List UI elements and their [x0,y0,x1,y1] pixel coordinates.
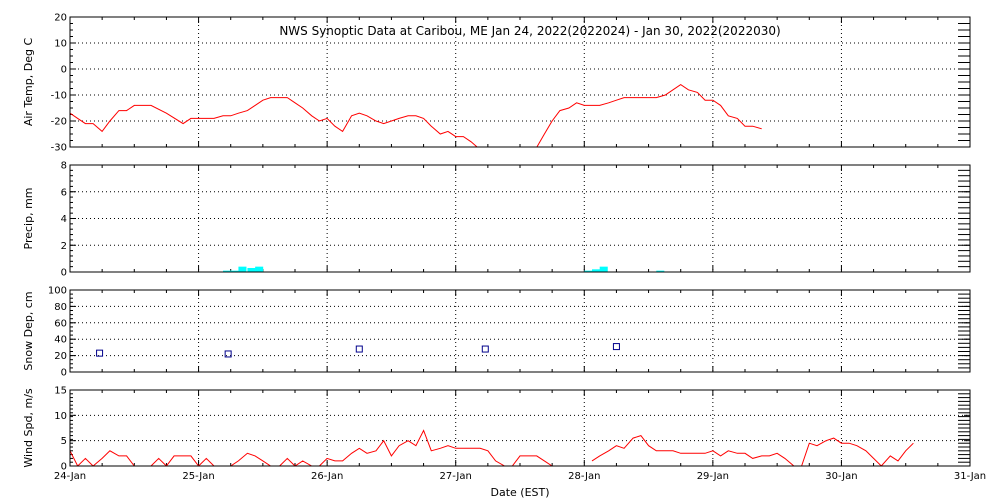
panel-temp: 20 10 0 -10 -20 -30 Air Temp, Deg C [22,13,971,154]
y-tick-label: -30 [51,143,67,154]
panel-wind: 0 5 10 15 Wind Spd, m/s [22,386,971,473]
chart-title: NWS Synoptic Data at Caribou, ME Jan 24,… [279,24,780,38]
precip-bar [247,267,256,272]
y-tick-label: 20 [54,13,67,24]
panel-precip: 0 2 4 6 8 Precip, mm [22,161,971,279]
x-tick-label: 30-Jan [825,471,857,482]
x-axis-label: Date (EST) [490,486,549,499]
snow-point [355,345,363,353]
y-axis-label: Air Temp, Deg C [22,38,35,127]
y-axis-label: Precip, mm [22,188,35,250]
snow-point [481,345,489,353]
snow-point [612,343,620,351]
precip-bar [656,270,665,272]
temp-series-line [70,97,478,147]
snow-point [96,349,104,357]
precip-bar [255,266,264,272]
precip-bar [599,266,608,272]
x-tick-label: 27-Jan [440,471,472,482]
panel-frame [69,389,971,467]
y-tick-label: 15 [54,386,67,397]
y-tick-label: 0 [61,462,67,473]
y-axis-label: Snow Dep, cm [22,291,35,370]
y-tick-label: 0 [61,368,67,379]
precip-bar [223,270,232,272]
precip-bar [592,269,601,272]
precip-bar [238,266,247,272]
x-tick-label: 29-Jan [697,471,729,482]
y-tick-label: 40 [54,335,67,346]
y-tick-label: 100 [48,286,67,297]
y-tick-label: 5 [61,436,67,447]
x-tick-label: 25-Jan [182,471,214,482]
y-tick-label: 4 [61,214,67,225]
y-tick-label: 0 [61,268,67,279]
snow-point [224,350,232,358]
y-tick-label: -10 [51,91,67,102]
precip-bar [584,270,593,272]
wind-series-line [70,429,560,466]
series-group-precip [223,266,665,272]
y-tick-label: 10 [54,411,67,422]
series-group-wind [70,429,914,466]
y-tick-label: 60 [54,318,67,329]
y-tick-label: 0 [61,65,67,76]
x-tick-label: 28-Jan [568,471,600,482]
y-tick-label: 10 [54,39,67,50]
panel-frame [69,16,971,148]
y-tick-label: 2 [61,241,67,252]
x-tick-label: 31-Jan [954,471,986,482]
y-tick-label: 20 [54,351,67,362]
y-tick-label: -20 [51,117,67,128]
panel-frame [69,289,971,373]
series-group-temp [70,83,762,147]
x-tick-label: 24-Jan [54,471,86,482]
temp-series-line [536,83,762,147]
x-tick-label: 26-Jan [311,471,343,482]
y-tick-label: 6 [61,187,67,198]
panel-snow: 0 20 40 60 80 100 Snow Dep, cm [22,286,971,379]
y-tick-label: 8 [61,161,67,172]
precip-bar [230,270,239,272]
y-tick-label: 80 [54,302,67,313]
wind-series-line [591,435,914,466]
panel-frame [69,164,971,273]
y-axis-label: Wind Spd, m/s [22,388,35,468]
series-group-snow [96,343,620,358]
